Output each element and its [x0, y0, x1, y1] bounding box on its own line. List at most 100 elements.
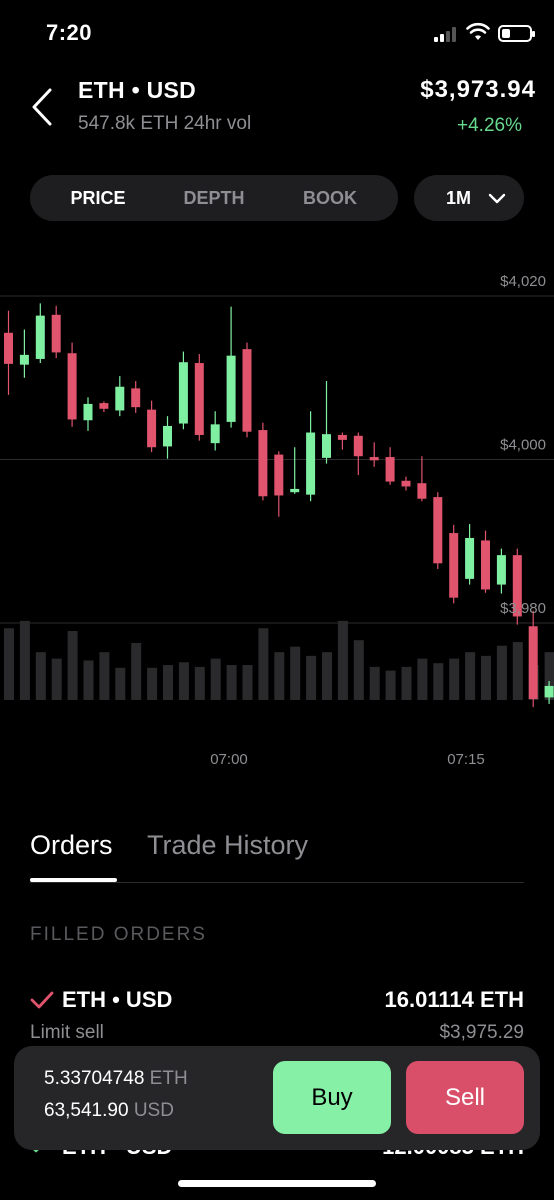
volume-bar	[19, 620, 30, 700]
volume-bar	[83, 660, 94, 700]
candle-down	[481, 540, 490, 590]
candle-down	[147, 409, 157, 448]
tab-depth[interactable]: DEPTH	[183, 188, 245, 208]
volume-bar	[385, 670, 396, 700]
volume-bar	[194, 666, 205, 700]
candle-up	[496, 555, 506, 585]
tab-trade-history[interactable]: Trade History	[147, 830, 309, 860]
tab-price[interactable]: PRICE	[70, 188, 126, 208]
timeframe-dropdown[interactable]: 1M	[414, 175, 524, 221]
pair-title: ETH • USD	[78, 77, 197, 103]
eth-balance-value: 5.33704748	[44, 1068, 145, 1089]
candle-up	[163, 425, 172, 447]
candle-up	[210, 424, 220, 444]
usd-balance: 63,541.90 USD	[44, 1100, 174, 1122]
status-bar: 7:20	[0, 0, 554, 62]
volume-bar	[147, 667, 158, 700]
volume-bar	[290, 646, 301, 700]
candle-down	[512, 555, 522, 617]
volume-bar	[369, 666, 380, 700]
candle-down	[131, 388, 141, 408]
usd-balance-unit: USD	[133, 1100, 174, 1121]
candle-down	[417, 483, 427, 499]
y-tick-label: $3,980	[500, 600, 546, 617]
candle-down	[528, 626, 538, 700]
volume-bar	[163, 665, 173, 700]
buy-button[interactable]: Buy	[273, 1061, 391, 1134]
candle-down	[51, 314, 61, 353]
candle-down	[433, 497, 443, 564]
volume-bar	[512, 642, 523, 700]
candle-up	[178, 362, 188, 424]
volume-bar	[4, 628, 14, 700]
timeframe-label: 1M	[446, 188, 472, 208]
candle-up	[322, 434, 331, 458]
x-tick-label: 07:15	[447, 751, 485, 768]
check-icon	[30, 991, 54, 1009]
volume-bar	[51, 658, 62, 700]
candle-down	[99, 403, 109, 409]
candle-down	[67, 353, 77, 420]
candle-down	[194, 363, 204, 435]
candle-down	[274, 454, 284, 496]
order-price: $3,975.29	[439, 1022, 524, 1043]
candlestick-chart[interactable]: $4,020 $4,000 $3,980 07:00 07:15	[0, 250, 554, 780]
volume-bar	[417, 658, 428, 700]
candle-up	[35, 315, 45, 359]
candle-down	[449, 533, 459, 598]
y-tick-label: $4,000	[500, 437, 546, 454]
eth-balance: 5.33704748 ETH	[44, 1068, 188, 1090]
view-segmented-control: PRICE DEPTH BOOK	[30, 175, 398, 221]
cellular-signal-icon	[434, 26, 460, 42]
candle-up	[19, 354, 29, 365]
volume-bar	[449, 658, 460, 700]
candle-up	[544, 685, 554, 698]
current-price: $3,973.94	[420, 76, 536, 103]
volume-bar	[353, 640, 364, 700]
volume-bar	[131, 642, 142, 700]
chevron-down-icon	[488, 193, 506, 204]
usd-balance-value: 63,541.90	[44, 1100, 129, 1121]
candle-up	[83, 403, 93, 421]
back-chevron-icon[interactable]	[28, 86, 58, 128]
volume-bar	[274, 652, 285, 700]
price-change: +4.26%	[457, 115, 522, 136]
sell-button[interactable]: Sell	[406, 1061, 524, 1134]
volume-bar	[433, 663, 444, 700]
tab-underline	[30, 878, 117, 882]
volume-bar	[322, 652, 332, 700]
candle-up	[465, 537, 475, 579]
candle-down	[337, 434, 347, 440]
candle-down	[258, 430, 268, 497]
volume-bar	[226, 665, 237, 700]
volume-bar	[178, 662, 189, 700]
candle-down	[369, 457, 379, 461]
candle-down	[401, 480, 411, 487]
x-tick-label: 07:00	[210, 751, 248, 768]
volume-bar	[258, 628, 269, 700]
tab-book[interactable]: BOOK	[303, 188, 357, 208]
volume-bar	[210, 658, 221, 700]
volume-bar	[115, 667, 126, 700]
eth-balance-unit: ETH	[149, 1068, 188, 1089]
order-type: Limit sell	[30, 1022, 104, 1043]
candle-up	[226, 355, 236, 422]
candle-down	[4, 332, 13, 364]
wifi-icon	[466, 22, 490, 40]
candle-down	[353, 435, 363, 457]
filled-orders-title: FILLED ORDERS	[30, 924, 207, 945]
order-pair[interactable]: ETH • USD	[62, 987, 173, 1012]
status-time: 7:20	[46, 20, 93, 45]
volume-bar	[401, 666, 412, 700]
volume-bar	[496, 645, 507, 700]
volume-bar	[337, 620, 348, 700]
volume-bar	[544, 652, 554, 700]
volume-bar	[35, 652, 46, 700]
volume-bar	[465, 652, 476, 700]
candle-up	[290, 488, 300, 493]
candle-down	[242, 349, 252, 432]
battery-icon	[498, 25, 535, 42]
volume-bar	[481, 655, 491, 700]
volume-bar	[242, 665, 253, 700]
tab-orders[interactable]: Orders	[30, 830, 113, 860]
